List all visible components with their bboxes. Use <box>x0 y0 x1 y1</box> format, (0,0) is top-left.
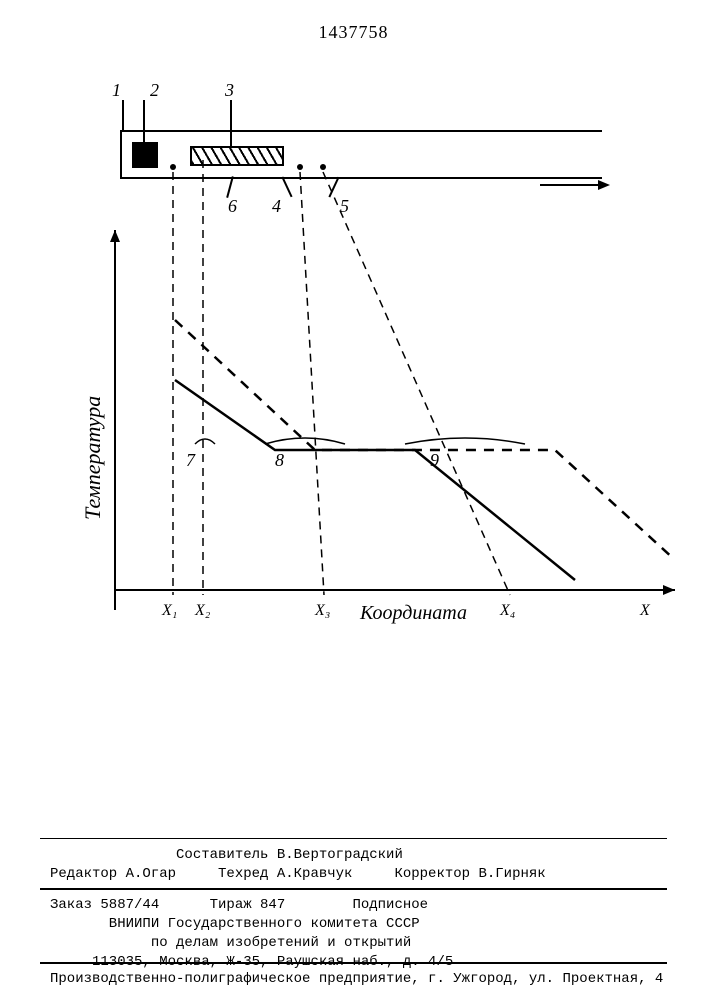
credits2: Заказ 5887/44 Тираж 847 Подписное ВНИИПИ… <box>50 896 657 972</box>
credit-vniipi: ВНИИПИ Государственного комитета СССР <box>50 915 657 934</box>
zone-8: 8 <box>275 450 284 471</box>
rule-top <box>40 838 667 839</box>
rule-bot <box>40 962 667 964</box>
guide-lines <box>0 0 707 620</box>
credit-dept: по делам изобретений и открытий <box>50 934 657 953</box>
page: 1437758 1 2 3 6 4 5 Температура Координа… <box>0 0 707 1000</box>
credits3: Производственно-полиграфическое предприя… <box>50 970 657 989</box>
zone-7: 7 <box>186 450 195 471</box>
credit-press: Производственно-полиграфическое предприя… <box>50 970 657 989</box>
credits: Составитель В.Вертоградский Редактор А.О… <box>50 846 657 884</box>
credit-order: Заказ 5887/44 Тираж 847 Подписное <box>50 896 657 915</box>
zone-9: 9 <box>430 450 439 471</box>
credit-author: Составитель В.Вертоградский <box>50 846 657 865</box>
credit-editors: Редактор А.Огар Техред А.Кравчук Коррект… <box>50 865 657 884</box>
rule-mid <box>40 888 667 890</box>
